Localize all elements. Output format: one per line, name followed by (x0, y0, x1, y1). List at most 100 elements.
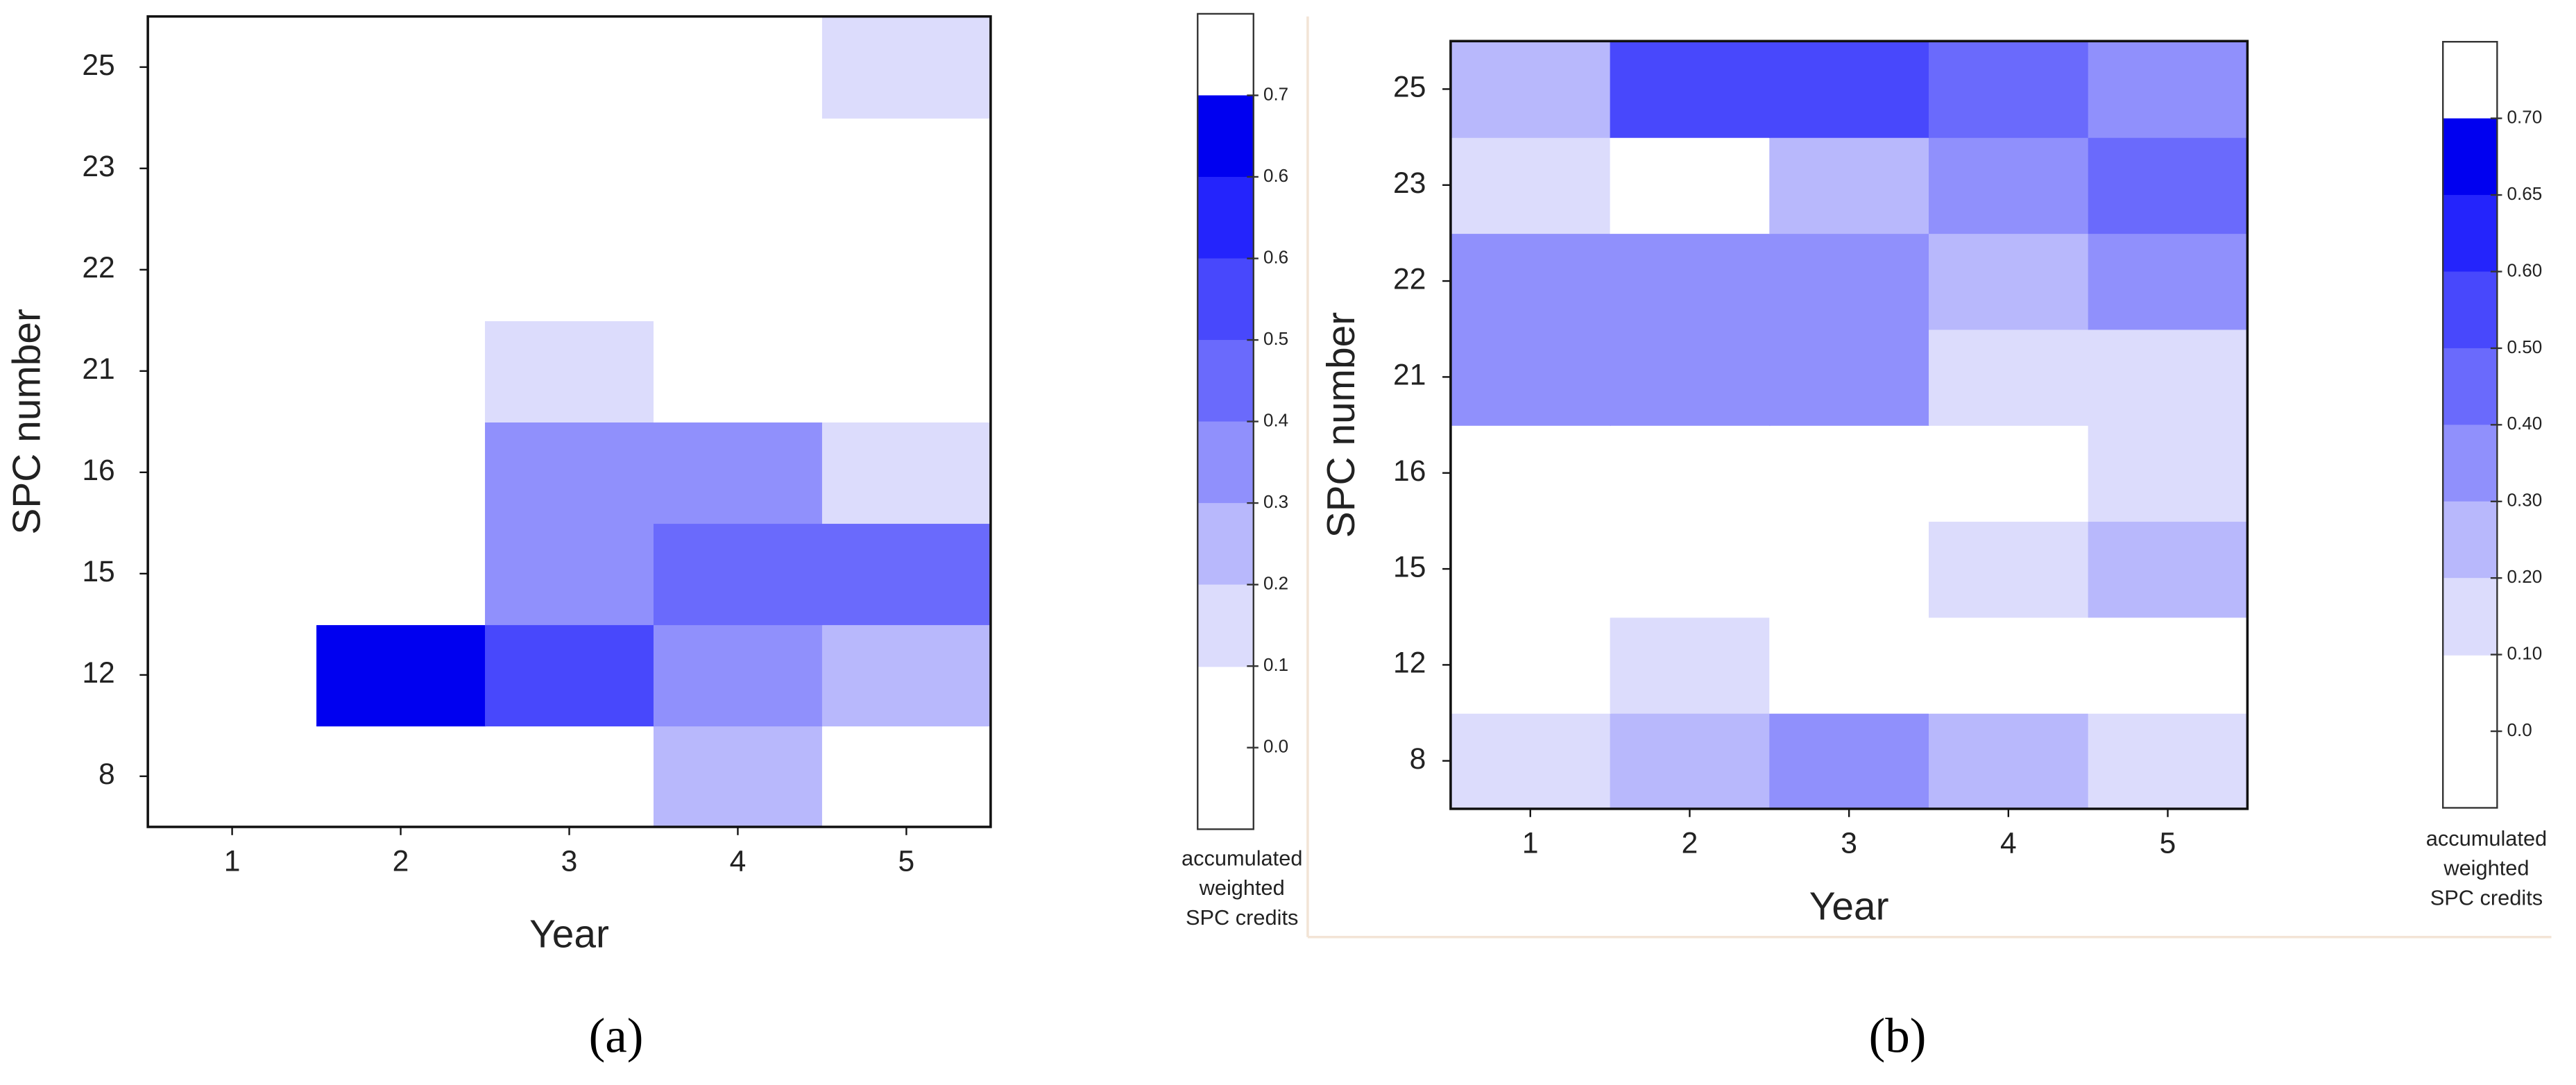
heatmap-cell (1769, 520, 1930, 618)
heatmap-cell (2088, 520, 2249, 618)
heatmap-cell (485, 624, 655, 727)
colorbar-tick-label: 0.5 (1263, 328, 1288, 349)
heatmap-cell (1769, 232, 1930, 330)
colorbar-tick-label: 0.65 (2507, 183, 2543, 204)
colorbar-tick-label: 0.3 (1263, 491, 1288, 512)
colorbar-band (1197, 95, 1254, 178)
heatmap-cell (1450, 425, 1611, 522)
heatmap-cell (821, 624, 992, 727)
heatmap-cell (148, 219, 318, 321)
heatmap-cell (821, 421, 992, 524)
heatmap-cell (148, 522, 318, 626)
colorbar-tick-label: 0.60 (2507, 259, 2543, 280)
heatmap-cell (316, 522, 486, 626)
heatmap-cell (1450, 329, 1611, 426)
colorbar-label: weighted (2443, 856, 2529, 880)
heatmap-cell (821, 725, 992, 828)
y-tick-label: 8 (99, 758, 115, 791)
colorbar-band (2443, 578, 2498, 656)
heatmap-cell (1929, 41, 2089, 138)
heatmap-cell (1610, 425, 1771, 522)
colorbar-label: accumulated (2426, 826, 2547, 851)
heatmap-cell (316, 16, 486, 119)
colorbar-band (2443, 501, 2498, 579)
heatmap-cell (1610, 329, 1771, 426)
heatmap-cell (1450, 137, 1611, 234)
heatmap-cell (1610, 520, 1771, 618)
heatmap-cell (2088, 137, 2249, 234)
heatmap-cell (2088, 617, 2249, 714)
colorbar-tick-label: 0.20 (2507, 566, 2543, 587)
plot-frame (146, 15, 992, 828)
y-tick-label: 15 (1393, 550, 1426, 583)
heatmap-cell (1610, 137, 1771, 234)
heatmap-cell (1769, 425, 1930, 522)
colorbar-label: weighted (1199, 875, 1285, 900)
heatmap-cell (485, 117, 655, 220)
heatmap-cell (653, 522, 824, 626)
heatmap-cell (1929, 232, 2089, 330)
colorbar-tick-label: 0.6 (1263, 165, 1288, 186)
y-tick-label: 12 (1393, 647, 1426, 680)
heatmap-cell (2088, 329, 2249, 426)
heatmap-cell (485, 320, 655, 423)
heatmap-cell (316, 320, 486, 423)
y-tick-label: 15 (82, 555, 114, 588)
y-tick-label: 8 (1410, 742, 1426, 776)
y-tick-label: 25 (1393, 71, 1426, 104)
colorbar-tick-label: 0.0 (2507, 719, 2532, 740)
caption: (a) (589, 1009, 644, 1063)
colorbar-tick-label: 0.10 (2507, 642, 2543, 663)
x-axis-title: Year (1809, 885, 1889, 928)
heatmap-cell (653, 219, 824, 321)
heatmap-cell (821, 320, 992, 423)
y-axis-title: SPC number (6, 309, 49, 535)
heatmap-cell (2088, 41, 2249, 138)
heatmap-cell (653, 117, 824, 220)
colorbar-tick-label: 0.2 (1263, 573, 1288, 594)
heatmap-cell (1610, 712, 1771, 810)
heatmap-cell (316, 624, 486, 727)
colorbar-tick-label: 0.30 (2507, 490, 2543, 511)
colorbar-band (1197, 421, 1254, 504)
colorbar-tick-label: 0.6 (1263, 246, 1288, 267)
heatmap-cell (1929, 712, 2089, 810)
y-tick-label: 16 (82, 454, 114, 487)
colorbar-band (1197, 176, 1254, 259)
heatmap-cell (1450, 712, 1611, 810)
y-tick-label: 12 (82, 656, 114, 690)
y-tick-label: 21 (82, 352, 114, 386)
y-axis-title: SPC number (1320, 312, 1363, 538)
y-tick-label: 22 (1393, 262, 1426, 296)
x-tick-label: 4 (2000, 826, 2017, 860)
colorbar-tick-label: 0.50 (2507, 336, 2543, 357)
colorbar-label: SPC credits (1186, 905, 1298, 930)
x-axis-title: Year (529, 913, 609, 957)
colorbar-label: SPC credits (2430, 885, 2543, 909)
heatmap-cell (148, 117, 318, 220)
heatmap-cell (1610, 41, 1771, 138)
heatmap-cell (2088, 712, 2249, 810)
x-tick-label: 2 (1682, 826, 1698, 860)
heatmap-cell (653, 624, 824, 727)
x-tick-label: 3 (561, 844, 578, 878)
heatmap-cell (316, 725, 486, 828)
x-tick-label: 1 (224, 844, 241, 878)
heatmap-cell (485, 421, 655, 524)
heatmap-cell (2088, 425, 2249, 522)
y-tick-label: 23 (82, 150, 114, 183)
heatmap-cell (1450, 520, 1611, 618)
colorbar-band (1197, 503, 1254, 586)
heatmap-cell (2088, 232, 2249, 330)
heatmap-cell (485, 522, 655, 626)
heatmap-cell (485, 219, 655, 321)
colorbar-band (2443, 271, 2498, 350)
heatmap-cell (821, 219, 992, 321)
colorbar-tick-label: 0.1 (1263, 654, 1288, 675)
x-tick-label: 5 (898, 844, 915, 878)
heatmap-cell (1769, 41, 1930, 138)
heatmap-cell (821, 16, 992, 119)
colorbar-tick-label: 0.40 (2507, 413, 2543, 434)
y-tick-label: 22 (82, 251, 114, 284)
